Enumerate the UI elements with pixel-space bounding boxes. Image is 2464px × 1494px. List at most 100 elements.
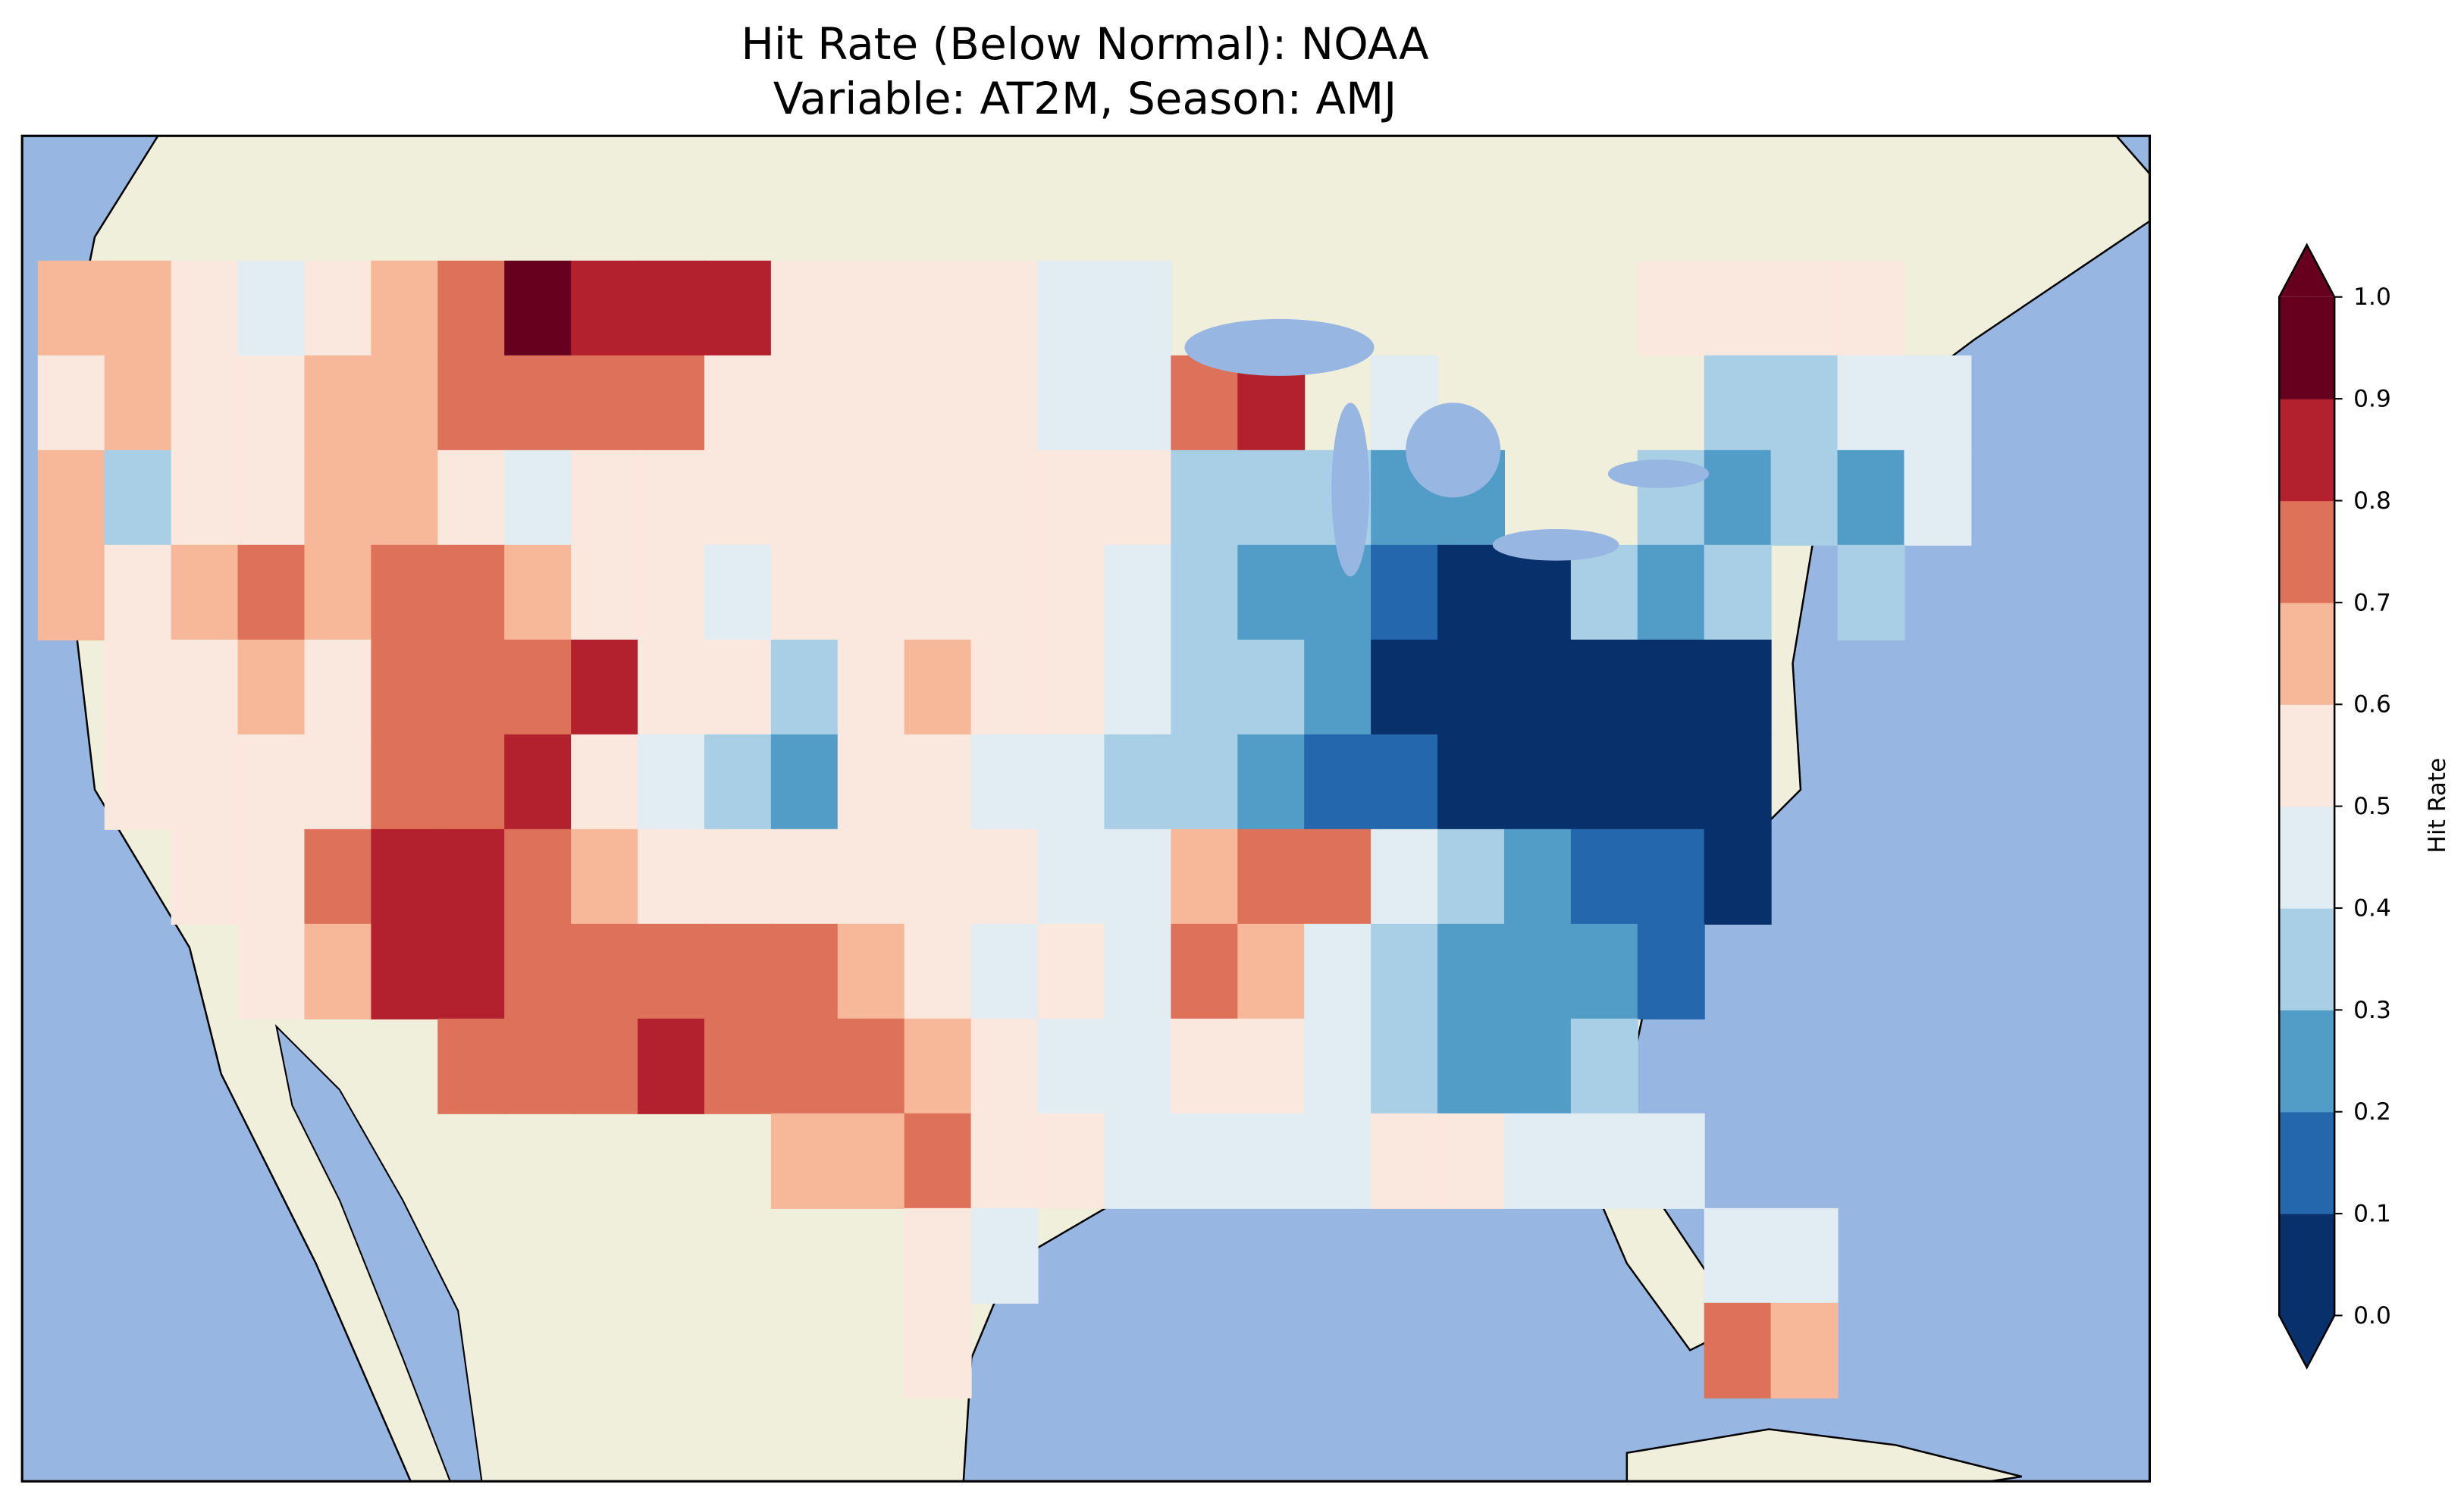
heatmap-cell <box>237 355 306 451</box>
heatmap-cell <box>1104 639 1172 735</box>
heatmap-cell <box>1371 828 1439 925</box>
heatmap-cell <box>970 544 1039 641</box>
heatmap-cell <box>970 828 1039 925</box>
heatmap-cell <box>1437 923 1505 1019</box>
heatmap-cell <box>1770 1302 1839 1398</box>
heatmap-cell <box>104 355 172 451</box>
heatmap-cell <box>1437 828 1505 925</box>
heatmap-cell <box>1637 260 1705 356</box>
heatmap-cell <box>371 923 439 1019</box>
heatmap-cell <box>1637 1113 1705 1209</box>
heatmap-cell <box>1904 355 1972 451</box>
colorbar: 0.0 0.1 0.2 0.3 0.4 0.5 0.6 0.7 0.8 0.9 1.0 Hit Ra… <box>2278 243 2451 1370</box>
heatmap-cell <box>1770 355 1839 451</box>
heatmap-cell <box>770 1018 839 1114</box>
heatmap-cell <box>1304 734 1372 830</box>
heatmap-cell <box>770 828 839 925</box>
heatmap-cell <box>237 734 306 830</box>
heatmap-cell <box>704 639 772 735</box>
heatmap-cell <box>1837 449 1905 546</box>
heatmap-cell <box>1437 734 1505 830</box>
heatmap-cell <box>504 828 572 925</box>
heatmap-cell <box>1437 1018 1505 1114</box>
heatmap-cell <box>1037 828 1105 925</box>
heatmap-cell <box>1371 1113 1439 1209</box>
heatmap-cell <box>304 449 372 546</box>
colorbar-tick-label: 1.0 <box>2353 283 2391 311</box>
heatmap-cell <box>704 734 772 830</box>
heatmap-cell <box>504 639 572 735</box>
heatmap-cell <box>1104 1018 1172 1114</box>
colorbar-tick-label: 0.9 <box>2353 386 2391 413</box>
heatmap-cell <box>1104 449 1172 546</box>
heatmap-cell <box>904 734 972 830</box>
heatmap-cell <box>571 828 639 925</box>
heatmap-cell <box>837 639 905 735</box>
chart-title: Hit Rate (Below Normal): NOAA Variable: … <box>0 17 2170 126</box>
heatmap-cell <box>1037 260 1105 356</box>
colorbar-extend-min <box>2279 1315 2335 1368</box>
heatmap-cell <box>1503 734 1572 830</box>
heatmap-cell <box>1304 828 1372 925</box>
heatmap-cell <box>1171 544 1239 641</box>
heatmap-cell <box>237 639 306 735</box>
heatmap-cell <box>1237 1113 1306 1209</box>
heatmap-cell <box>1171 1018 1239 1114</box>
heatmap-cell <box>837 923 905 1019</box>
heatmap-cell <box>1171 1113 1239 1209</box>
heatmap-cell <box>171 828 239 925</box>
heatmap-cell <box>837 828 905 925</box>
heatmap-cell <box>1570 1113 1638 1209</box>
heatmap-cell <box>37 260 105 356</box>
colorbar-extend-max <box>2279 245 2335 297</box>
heatmap-cell <box>970 923 1039 1019</box>
heatmap-cell <box>1770 1207 1839 1304</box>
colorbar-segment <box>2279 602 2335 705</box>
heatmap-cell <box>437 639 506 735</box>
lake-ontario <box>1607 459 1710 488</box>
heatmap-cell <box>1637 923 1705 1019</box>
heatmap-cell <box>1437 1113 1505 1209</box>
heatmap-cell <box>104 639 172 735</box>
heatmap-cell <box>304 828 372 925</box>
heatmap-cell <box>970 639 1039 735</box>
heatmap-cell <box>304 260 372 356</box>
heatmap-cell <box>1371 923 1439 1019</box>
heatmap-cell <box>571 260 639 356</box>
heatmap-cell <box>304 639 372 735</box>
heatmap-cell <box>504 260 572 356</box>
heatmap-cell <box>171 544 239 641</box>
heatmap-cell <box>837 734 905 830</box>
heatmap-cell <box>171 355 239 451</box>
heatmap-cell <box>1837 544 1905 641</box>
colorbar-segment <box>2279 500 2335 603</box>
heatmap-cell <box>437 923 506 1019</box>
heatmap-cell <box>638 923 706 1019</box>
heatmap-cell <box>37 355 105 451</box>
heatmap-cell <box>970 734 1039 830</box>
heatmap-cell <box>437 449 506 546</box>
heatmap-cell <box>1570 734 1638 830</box>
heatmap-cell <box>571 923 639 1019</box>
title-line-2: Variable: AT2M, Season: AMJ <box>773 73 1397 124</box>
heatmap-cell <box>1104 260 1172 356</box>
heatmap-cell <box>304 544 372 641</box>
heatmap-cell <box>1570 1018 1638 1114</box>
colorbar-tick-label: 0.1 <box>2353 1201 2391 1228</box>
title-line-1: Hit Rate (Below Normal): NOAA <box>741 18 1429 70</box>
heatmap-cell <box>371 639 439 735</box>
heatmap-cell <box>1171 355 1239 451</box>
heatmap-cell <box>1104 828 1172 925</box>
heatmap-cell <box>1437 544 1505 641</box>
heatmap-cell <box>1304 1018 1372 1114</box>
heatmap-cell <box>638 1018 706 1114</box>
heatmap-cell <box>1570 639 1638 735</box>
heatmap-cell <box>1770 449 1839 546</box>
heatmap-cell <box>1237 828 1306 925</box>
colorbar-tick-label: 0.6 <box>2353 691 2391 719</box>
heatmap-cell <box>904 1018 972 1114</box>
heatmap-cell <box>1704 1302 1772 1398</box>
heatmap-cell <box>571 544 639 641</box>
heatmap-cell <box>704 828 772 925</box>
